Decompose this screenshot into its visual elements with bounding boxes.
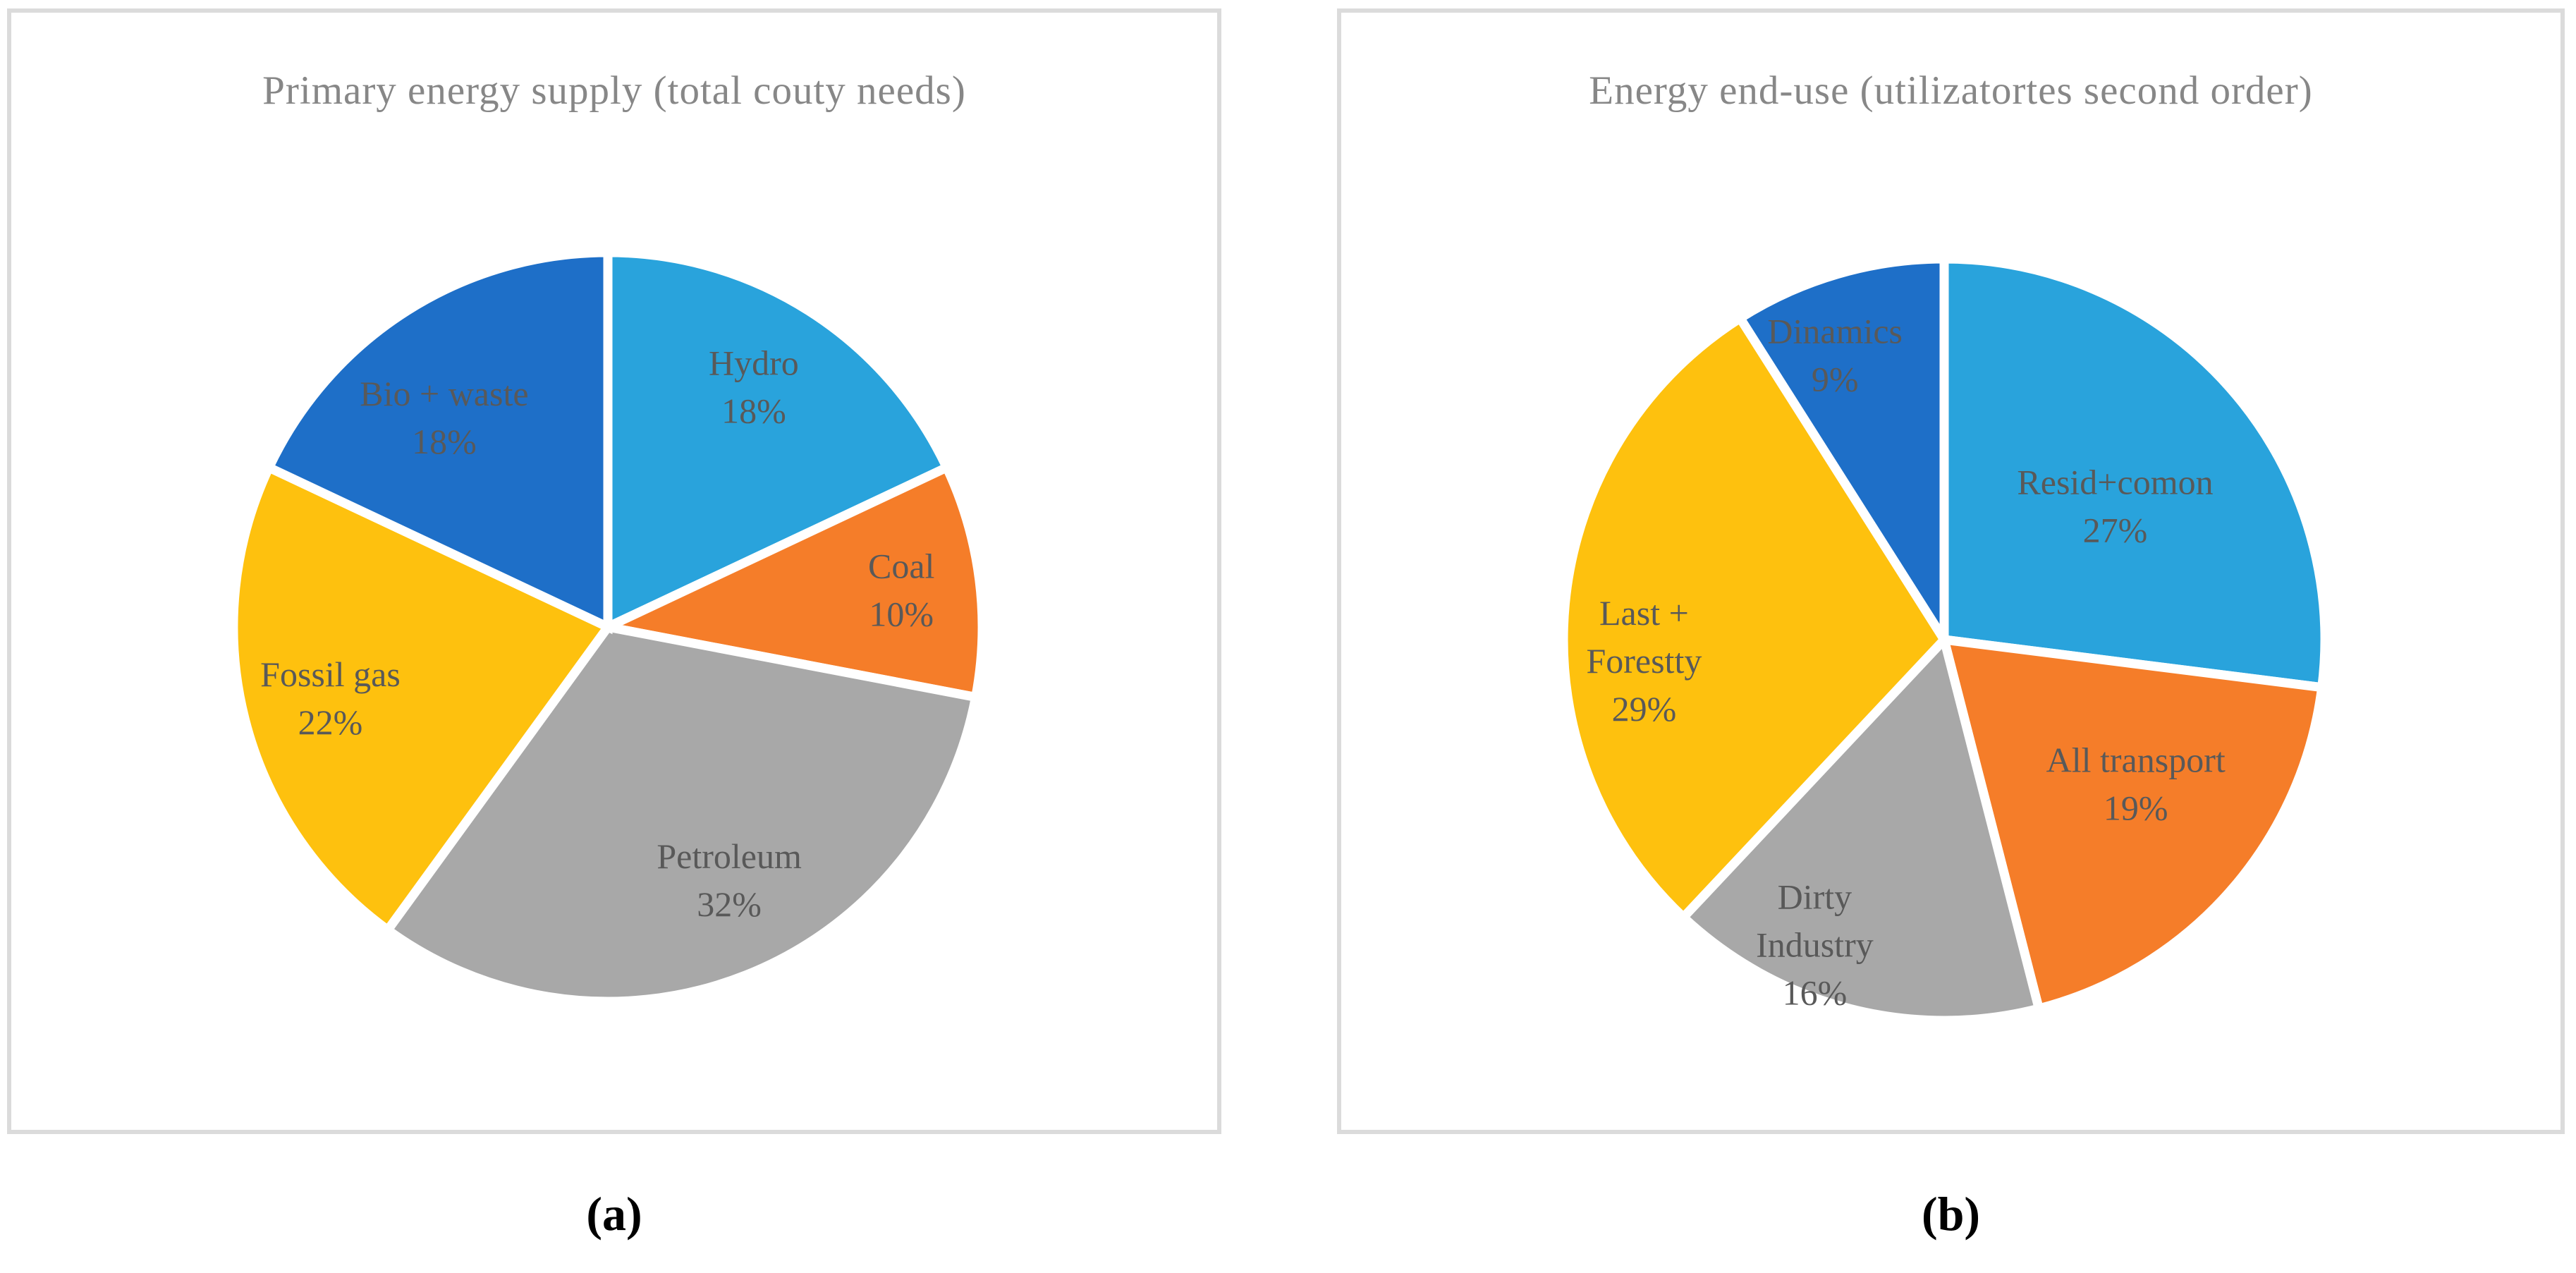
panel-b: Energy end-use (utilizatortes second ord… [1337, 8, 2565, 1134]
chart-a-title: Primary energy supply (total couty needs… [262, 68, 966, 113]
pie-slice-resid-comon [1939, 254, 2330, 693]
slice-label-dinamics: Dinamics 9% [1767, 312, 1903, 399]
chart-b-title: Energy end-use (utilizatortes second ord… [1589, 68, 2313, 113]
pie-slice-dinamics [1733, 254, 1949, 656]
slice-label-fossil-gas: Fossil gas 22% [260, 654, 401, 742]
pie-slice-all-transport [1938, 634, 2327, 1014]
pie-chart-a: Hydro 18% Coal 10% Petroleum 32% Fossil gas 22%… [228, 248, 987, 1006]
slice-label-bio-waste: Bio + waste 18% [360, 374, 528, 461]
slice-label-hydro: Hydro 18% [709, 343, 799, 431]
slice-label-resid-comon: Resid+comon 27% [2017, 463, 2213, 550]
pie-slice-dirty-industry [1677, 630, 2045, 1025]
slice-label-last-forestty: Last + Forestty 29% [1586, 593, 1702, 729]
panel-a: Primary energy supply (total couty needs… [7, 8, 1221, 1134]
caption-b: (b) [1921, 1187, 1981, 1241]
pie-slice-last-forestty [1558, 312, 1951, 924]
pie-slice-bio-waste [262, 248, 613, 635]
pie-slice-petroleum [381, 621, 982, 1006]
pie-slice-coal [593, 461, 987, 703]
slice-label-all-transport: All transport 19% [2046, 741, 2226, 828]
slice-label-petroleum: Petroleum 32% [657, 836, 802, 924]
slice-label-coal: Coal 10% [868, 546, 934, 633]
slice-label-dirty-industry: Dirty Industry 16% [1756, 877, 1874, 1013]
caption-a: (a) [586, 1187, 642, 1241]
pie-chart-b: Resid+comon 27% All transport 19% Dirty Indus… [1558, 254, 2330, 1025]
pie-slice-hydro [603, 248, 953, 635]
